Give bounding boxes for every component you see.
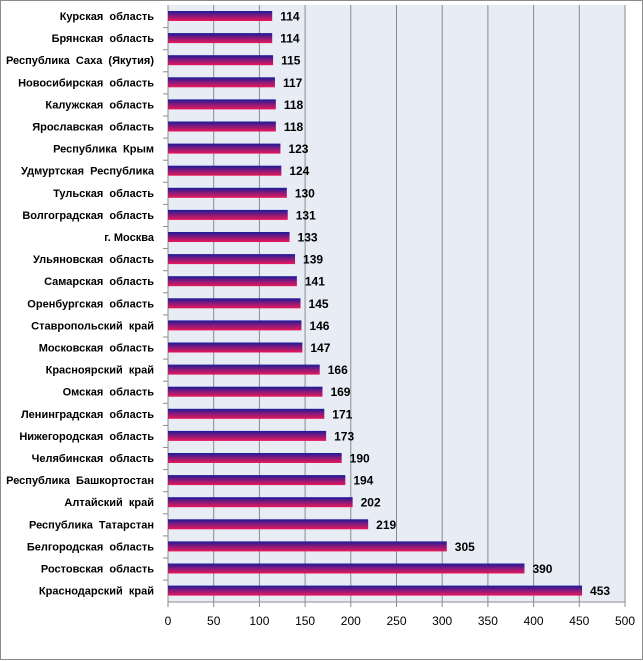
value-label: 171 — [332, 407, 352, 421]
bar — [168, 254, 296, 265]
category-label: Удмуртская Республика — [21, 166, 155, 178]
x-tick-label: 0 — [165, 614, 172, 628]
value-label: 139 — [303, 253, 323, 267]
x-tick-label: 450 — [569, 614, 589, 628]
bar — [168, 209, 288, 220]
bar — [168, 143, 281, 154]
category-label: г. Москва — [104, 232, 155, 244]
value-label: 118 — [284, 120, 304, 134]
category-label: Нижегородская область — [19, 431, 154, 443]
x-tick-label: 100 — [249, 614, 269, 628]
category-label: Ставропольский край — [31, 320, 154, 332]
value-label: 145 — [309, 297, 329, 311]
value-labels: 114 114 115 117 118 118 123 124 130 131 133 139 141 1… — [280, 10, 610, 599]
bar — [168, 320, 302, 331]
bar — [168, 453, 342, 463]
value-label: 118 — [284, 98, 304, 112]
value-label: 219 — [376, 518, 396, 532]
category-label: Республика Башкортостан — [6, 475, 154, 487]
x-tick-label: 500 — [615, 614, 635, 628]
bar — [168, 187, 287, 198]
category-label: Краснодарский край — [39, 586, 154, 598]
category-label: Челябинская область — [32, 453, 155, 465]
bar — [168, 121, 276, 132]
value-label: 147 — [310, 341, 330, 355]
value-label: 123 — [288, 142, 308, 156]
category-label: Омская область — [63, 387, 155, 399]
category-label: Тульская область — [53, 188, 154, 200]
category-label: Ленинградская область — [21, 409, 154, 421]
category-label: Самарская область — [44, 276, 154, 288]
x-tick-label: 350 — [478, 614, 498, 628]
bar — [168, 430, 327, 441]
bar — [168, 497, 353, 508]
x-tick-label: 250 — [386, 614, 406, 628]
category-labels: Курская область Брянская область Республик… — [6, 11, 155, 598]
bar — [168, 386, 323, 397]
x-tick-label: 150 — [295, 614, 315, 628]
bar — [168, 276, 297, 287]
value-label: 146 — [309, 319, 329, 333]
value-label: 173 — [334, 429, 354, 443]
value-label: 305 — [455, 540, 475, 554]
value-label: 190 — [350, 452, 370, 466]
value-label: 166 — [328, 363, 348, 377]
category-label: Республика Крым — [53, 144, 154, 156]
bar — [168, 55, 274, 66]
category-label: Алтайский край — [64, 497, 154, 509]
x-tick-label: 300 — [432, 614, 452, 628]
x-tick-labels: 0 50 100 150 200 250 300 350 400 450 500 — [165, 614, 636, 628]
x-tick-label: 200 — [341, 614, 361, 628]
bar — [168, 33, 273, 44]
category-label: Брянская область — [52, 33, 155, 45]
value-label: 169 — [330, 385, 350, 399]
category-label: Ульяновская область — [33, 254, 154, 266]
value-label: 114 — [280, 10, 300, 24]
category-label: Московская область — [39, 343, 155, 355]
category-label: Республика Саха (Якутия) — [6, 55, 154, 67]
bar — [168, 11, 273, 21]
value-label: 114 — [280, 32, 300, 46]
bars — [168, 11, 583, 596]
category-label: Ростовская область — [41, 564, 154, 576]
bar — [168, 342, 303, 353]
value-label: 117 — [283, 76, 303, 90]
value-label: 131 — [296, 208, 316, 222]
category-label: Белгородская область — [27, 541, 154, 553]
bar — [168, 232, 290, 242]
x-tick-label: 50 — [207, 614, 221, 628]
bar — [168, 585, 583, 596]
bar — [168, 165, 282, 176]
category-label: Красноярский край — [46, 365, 154, 377]
value-label: 141 — [305, 275, 325, 289]
bar — [168, 77, 275, 88]
value-label: 453 — [590, 584, 610, 598]
category-label: Ярославская область — [32, 122, 154, 134]
x-tick-label: 400 — [524, 614, 544, 628]
category-label: Калужская область — [45, 99, 154, 111]
category-label: Оренбургская область — [27, 298, 154, 310]
category-label: Курская область — [60, 11, 155, 23]
bar — [168, 475, 346, 486]
value-label: 133 — [298, 231, 318, 245]
category-label: Волгоградская область — [22, 210, 154, 222]
bar — [168, 563, 525, 574]
bar — [168, 408, 325, 419]
value-label: 130 — [295, 186, 315, 200]
category-label: Новосибирская область — [18, 77, 154, 89]
bar — [168, 99, 276, 110]
category-label: Республика Татарстан — [29, 519, 154, 531]
value-label: 115 — [281, 54, 301, 68]
value-label: 194 — [353, 474, 373, 488]
bar — [168, 541, 447, 552]
bar — [168, 364, 320, 375]
bar — [168, 519, 369, 530]
value-label: 390 — [532, 562, 552, 576]
value-label: 202 — [361, 496, 381, 510]
value-label: 124 — [289, 164, 309, 178]
bar — [168, 298, 301, 309]
